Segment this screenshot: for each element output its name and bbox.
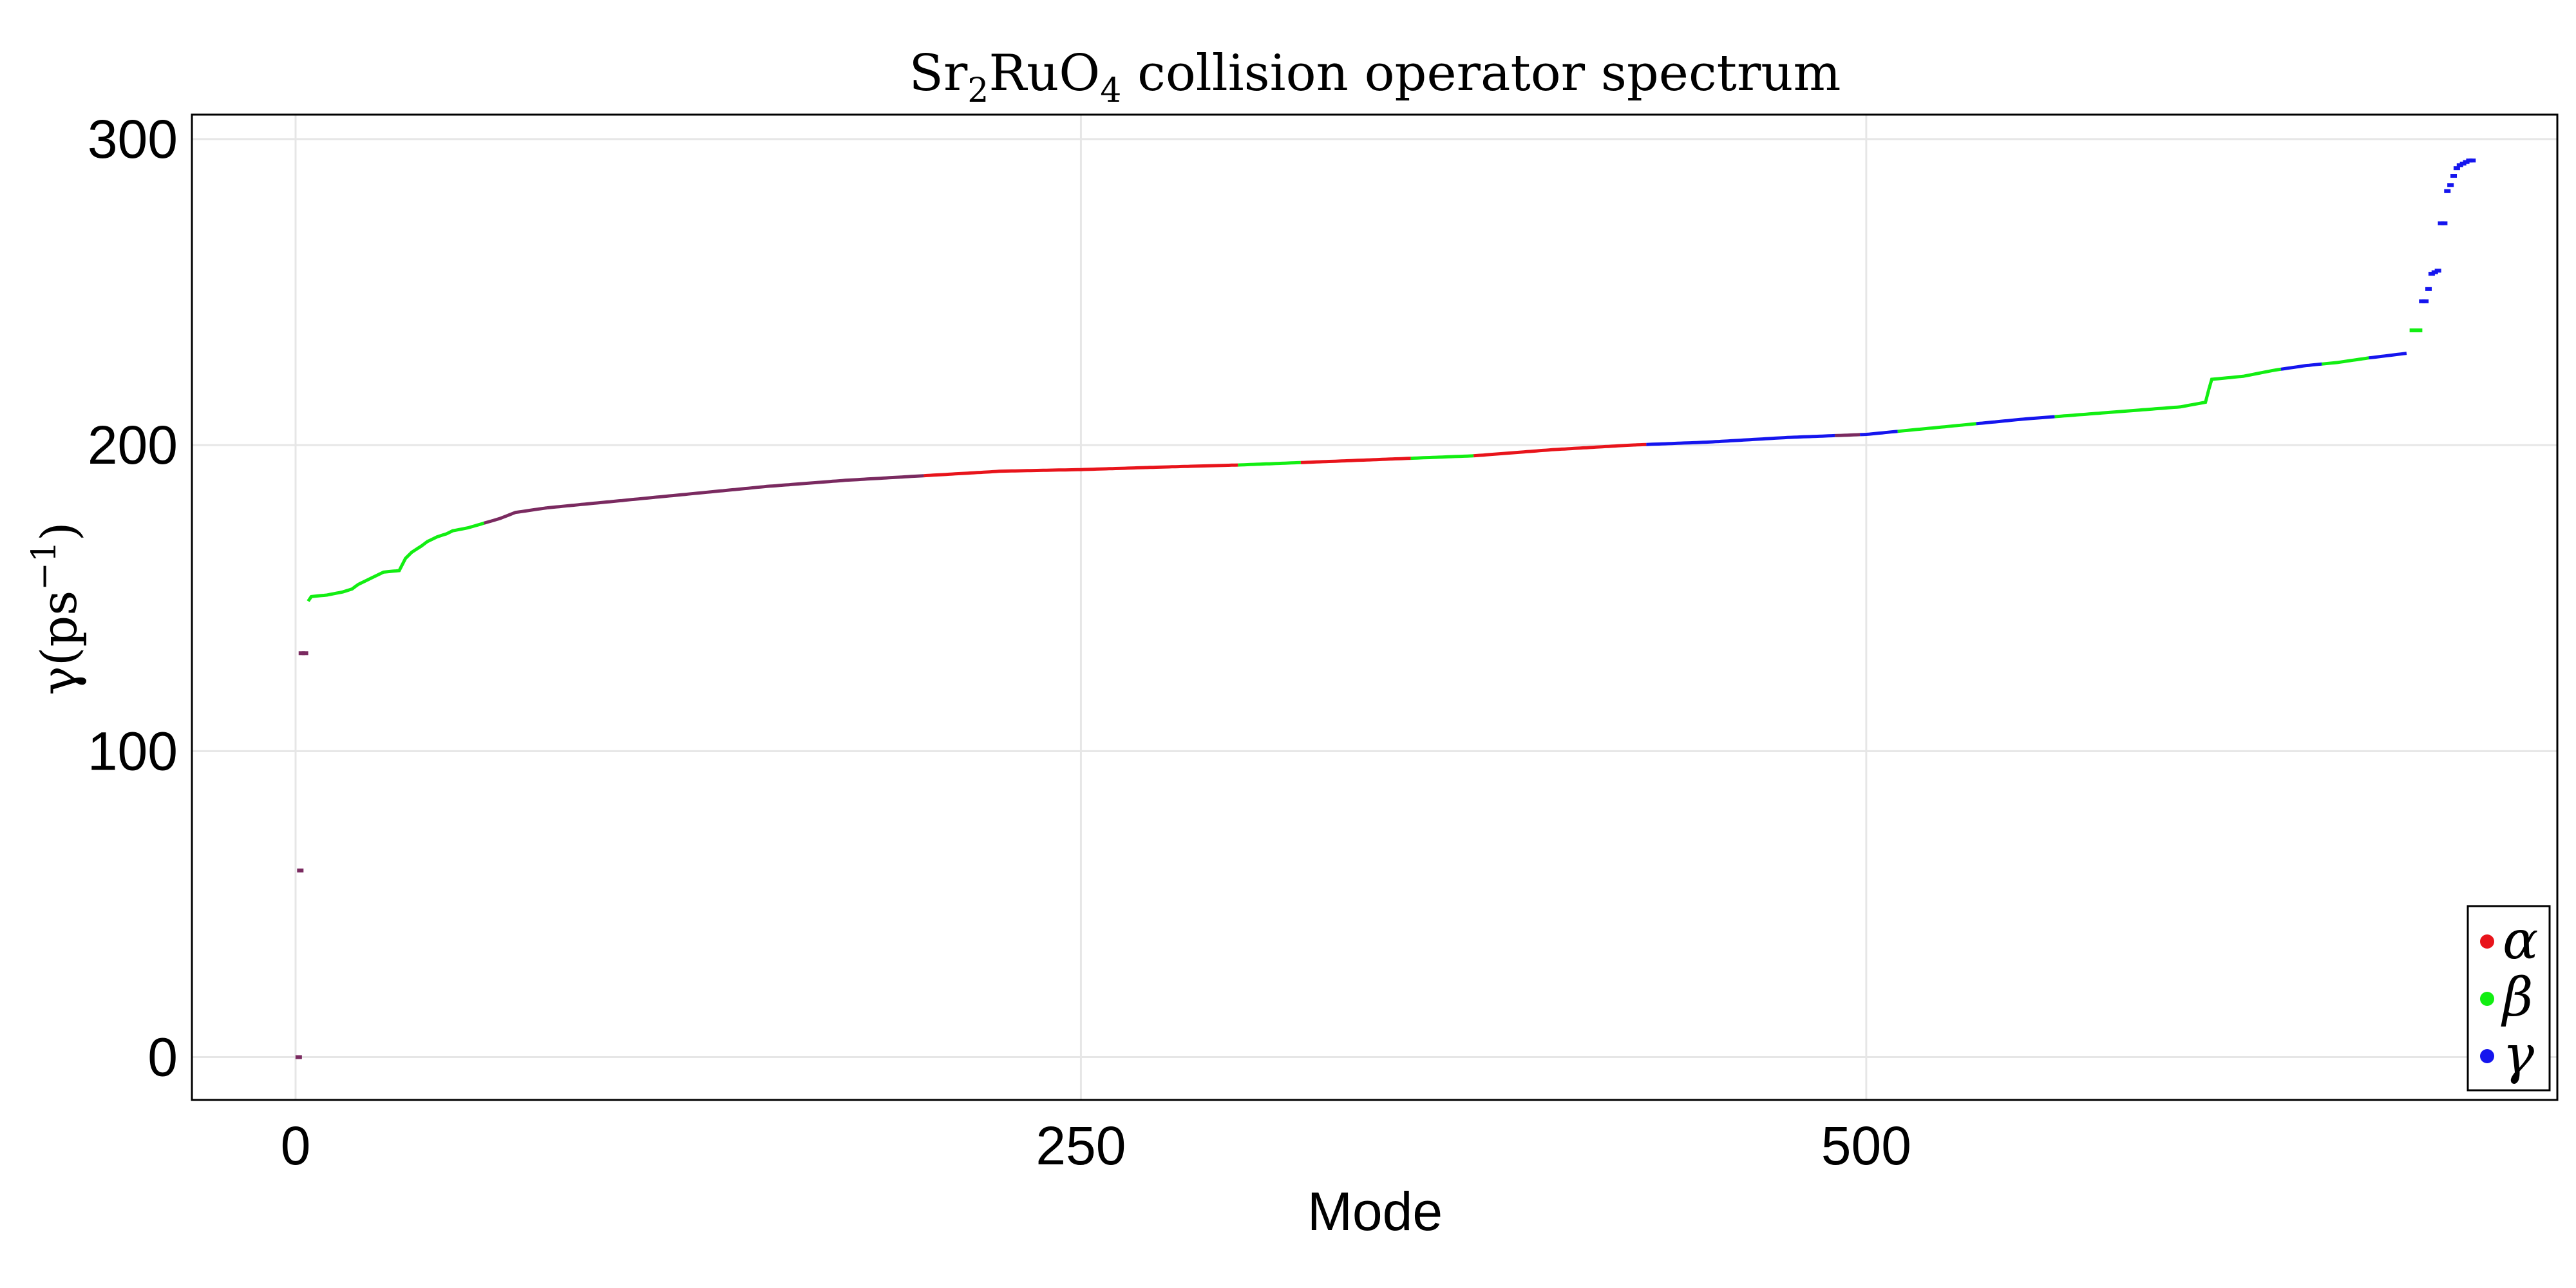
legend: αβγ <box>2467 905 2551 1092</box>
isolated-points <box>295 158 2476 1059</box>
band-segment-0 <box>307 521 485 602</box>
x-tick-labels: 0 250 500 <box>281 1115 1911 1176</box>
plot-frame <box>191 113 2559 1101</box>
grid-lines <box>192 115 2557 1100</box>
data-point-23 <box>2469 158 2476 163</box>
data-point-12 <box>2434 269 2441 273</box>
band-segment-15 <box>2280 362 2322 371</box>
band-segment-13 <box>2054 389 2211 419</box>
y-axis-label: γ(ps−1) <box>25 522 88 695</box>
data-point-17 <box>2450 174 2458 178</box>
data-point-6 <box>2416 328 2423 332</box>
y-tick-label-2: 200 <box>88 415 178 475</box>
legend-label-beta: β <box>2501 967 2533 1028</box>
data-point-8 <box>2422 299 2429 303</box>
data-point-14 <box>2441 221 2448 225</box>
y-tick-label-0: 0 <box>147 1027 178 1087</box>
band-segment-11 <box>1897 422 1976 433</box>
chart-title: Sr2RuO4 collision operator spectrum <box>909 44 1841 110</box>
band-segment-2 <box>546 474 924 510</box>
x-tick-label-0: 0 <box>281 1115 311 1176</box>
band-segment-14 <box>2207 367 2282 391</box>
band-segment-7 <box>1473 442 1647 458</box>
band-segment-12 <box>1976 415 2055 426</box>
data-point-3 <box>301 651 308 656</box>
x-tick-label-1: 250 <box>1036 1115 1126 1176</box>
band-segment-6 <box>1410 454 1474 460</box>
band-segment-17 <box>2369 352 2407 360</box>
band-segment-9 <box>1834 433 1861 437</box>
y-tick-label-3: 300 <box>88 109 178 169</box>
band-segment-4 <box>1238 460 1301 467</box>
data-point-16 <box>2447 183 2454 187</box>
y-tick-label-1: 100 <box>88 721 178 781</box>
legend-label-alpha: α <box>2503 910 2538 971</box>
legend-label-gamma: γ <box>2503 1025 2535 1086</box>
band-segment-10 <box>1859 430 1898 437</box>
band-segment-1 <box>483 506 547 525</box>
data-point-1 <box>297 868 304 873</box>
legend-marker-beta <box>2480 992 2494 1006</box>
band-segment-5 <box>1300 457 1411 464</box>
spectrum-band <box>307 352 2407 602</box>
x-tick-label-2: 500 <box>1821 1115 1911 1176</box>
data-point-9 <box>2425 287 2432 291</box>
data-point-18 <box>2453 166 2460 171</box>
data-point-0 <box>295 1055 302 1059</box>
legend-marker-alpha <box>2480 934 2494 949</box>
band-segment-8 <box>1646 433 1835 446</box>
x-axis-label: Mode <box>1307 1181 1443 1242</box>
y-tick-labels: 0 100 200 300 <box>88 109 178 1087</box>
band-segment-16 <box>2321 356 2369 366</box>
legend-marker-gamma <box>2480 1049 2494 1063</box>
data-point-15 <box>2444 189 2451 193</box>
band-segment-3 <box>923 463 1238 478</box>
